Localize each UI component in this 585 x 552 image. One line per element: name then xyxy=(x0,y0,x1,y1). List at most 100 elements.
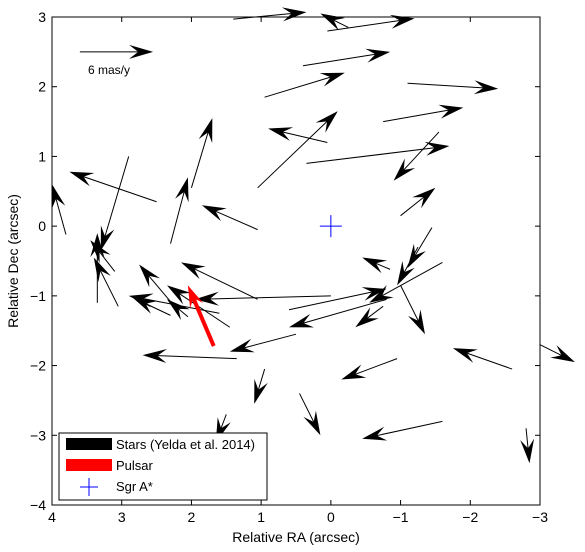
star-arrow-head xyxy=(175,177,189,203)
scale-arrow-group xyxy=(79,44,154,59)
star-arrow-head xyxy=(361,287,387,301)
star-arrow-head xyxy=(365,48,391,63)
star-arrow xyxy=(51,184,67,235)
star-arrow-head xyxy=(362,257,388,274)
star-arrow-shaft xyxy=(539,344,562,356)
scale-annotation: 6 mas/y xyxy=(88,63,130,77)
y-tick-label: −3 xyxy=(30,427,46,443)
star-arrow-head xyxy=(201,205,227,222)
star-arrow-head xyxy=(320,13,345,31)
x-tick-label: −3 xyxy=(532,509,548,525)
star-arrow-shaft xyxy=(414,227,433,256)
star-arrow-shaft xyxy=(104,156,130,237)
star-arrow-head xyxy=(550,345,575,363)
star-arrow-head xyxy=(341,364,367,380)
scale-arrow-head xyxy=(129,44,154,59)
star-arrow-shaft xyxy=(83,176,157,203)
star-arrow xyxy=(393,131,440,181)
star-arrow xyxy=(452,348,513,370)
star-arrow xyxy=(289,298,387,328)
star-arrow-shaft xyxy=(143,298,220,314)
star-arrow-head xyxy=(412,187,436,209)
star-arrow-shaft xyxy=(257,368,266,390)
star-arrow xyxy=(362,257,391,274)
star-arrow-shaft xyxy=(220,414,227,429)
star-arrow-shaft xyxy=(306,147,435,164)
star-arrow xyxy=(362,420,443,441)
star-arrow-shaft xyxy=(383,109,449,123)
star-arrow xyxy=(407,80,499,95)
star-arrow xyxy=(299,393,321,436)
star-arrow-shaft xyxy=(215,210,258,231)
star-arrow-head xyxy=(319,72,345,87)
star-arrow-head xyxy=(100,225,115,251)
star-arrow xyxy=(93,257,119,307)
tick-labels: 4 3 2 1 0 −1 −2 −3 3 2 1 0 −1 −2 −3 −4 xyxy=(30,9,548,525)
pulsar-arrow-head xyxy=(187,285,203,309)
y-tick-label: 3 xyxy=(38,9,46,25)
star-arrow-head xyxy=(51,184,66,210)
star-arrow xyxy=(400,285,425,335)
star-arrow-shaft xyxy=(381,261,443,297)
star-arrow-head xyxy=(139,264,160,288)
star-arrow xyxy=(128,293,220,314)
star-arrow-shaft xyxy=(407,82,484,89)
star-arrow-head xyxy=(167,285,191,305)
star-arrow-head xyxy=(303,410,321,436)
star-arrow-head xyxy=(69,171,95,187)
y-tick-label: −4 xyxy=(30,497,46,513)
star-arrow-shaft xyxy=(403,246,419,273)
star-arrow-shaft xyxy=(366,305,384,319)
star-arrow-shaft xyxy=(194,268,258,300)
star-arrows xyxy=(51,7,575,464)
star-arrow-head xyxy=(355,307,379,328)
y-tick-label: −2 xyxy=(30,358,46,374)
star-arrow xyxy=(100,156,130,251)
star-arrow-head xyxy=(128,293,154,308)
star-arrow-shaft xyxy=(403,131,440,171)
star-arrow-shaft xyxy=(170,191,185,244)
star-arrow xyxy=(302,48,391,67)
star-arrow xyxy=(383,104,464,123)
star-arrow-shaft xyxy=(400,285,419,322)
sgr-a-marker xyxy=(319,215,342,238)
star-arrow-head xyxy=(198,118,213,144)
pulsar-arrow xyxy=(187,285,216,347)
legend: Stars (Yelda et al. 2014) Pulsar Sgr A* xyxy=(58,432,268,501)
star-arrow-head xyxy=(424,141,450,156)
star-arrow-shaft xyxy=(264,76,331,98)
star-arrow-head xyxy=(194,291,220,306)
star-arrow-shaft xyxy=(302,53,376,67)
tick-layer xyxy=(51,16,541,506)
x-axis-label: Relative RA (arcsec) xyxy=(232,529,360,545)
star-arrow-shaft xyxy=(145,303,171,316)
star-arrow xyxy=(132,297,171,316)
star-arrow-head xyxy=(389,14,415,29)
star-arrow xyxy=(327,14,415,32)
star-arrow-shaft xyxy=(299,393,315,423)
star-arrow-shaft xyxy=(333,19,349,28)
star-arrow-head xyxy=(132,297,157,314)
star-arrow-head xyxy=(93,257,111,283)
y-tick-label: 0 xyxy=(38,218,46,234)
y-tick-label: 1 xyxy=(38,148,46,164)
star-arrow-head xyxy=(407,243,426,268)
star-arrow xyxy=(539,344,575,363)
star-arrow-head xyxy=(181,262,206,280)
star-arrow xyxy=(407,227,433,268)
star-arrow xyxy=(254,368,268,404)
y-tick-label: 2 xyxy=(38,79,46,95)
star-arrow-head xyxy=(369,285,394,303)
star-arrow xyxy=(190,118,213,188)
y-axis-label: Relative Dec (arcsec) xyxy=(5,194,21,328)
star-arrow xyxy=(181,262,258,300)
star-arrow-shaft xyxy=(233,13,292,20)
x-tick-label: 1 xyxy=(257,509,265,525)
star-arrow-head xyxy=(289,313,314,328)
star-arrow xyxy=(397,246,419,286)
star-arrow-head xyxy=(254,378,268,404)
star-arrow-head xyxy=(438,104,464,119)
star-arrow-head xyxy=(393,158,416,181)
star-arrow xyxy=(229,333,297,353)
